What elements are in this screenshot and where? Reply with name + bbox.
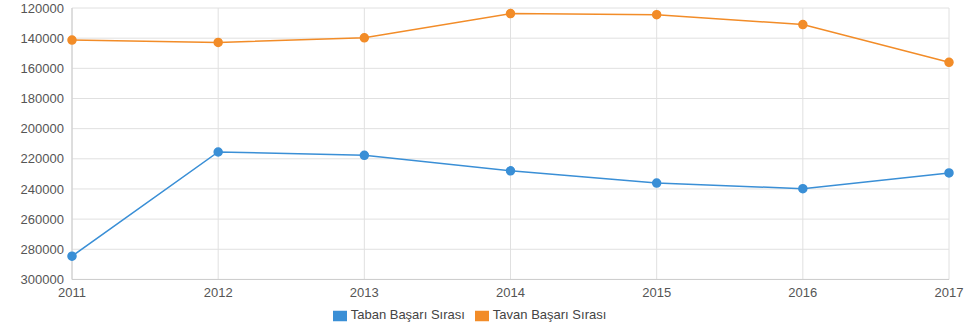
svg-text:2015: 2015 (642, 285, 671, 300)
svg-text:220000: 220000 (21, 151, 64, 166)
svg-text:2012: 2012 (204, 285, 233, 300)
svg-text:180000: 180000 (21, 91, 64, 106)
html-text:Taban Başarı Sırası: Taban Başarı Sırası (350, 307, 465, 323)
svg-text:120000: 120000 (21, 1, 64, 16)
svg-text:140000: 140000 (21, 31, 64, 46)
svg-text:280000: 280000 (21, 242, 64, 257)
svg-text:2017: 2017 (935, 285, 964, 300)
svg-text:260000: 260000 (21, 212, 64, 227)
svg-text:2013: 2013 (350, 285, 379, 300)
svg-text:300000: 300000 (21, 272, 64, 287)
svg-text:2011: 2011 (58, 284, 86, 300)
html-text:Tavan Başarı Sırası: Tavan Başarı Sırası (492, 307, 607, 323)
svg-text:2016: 2016 (788, 285, 817, 300)
svg-text:160000: 160000 (21, 61, 64, 76)
svg-text:200000: 200000 (21, 121, 64, 136)
svg-text:2014: 2014 (496, 285, 525, 300)
svg-text:240000: 240000 (21, 182, 64, 197)
